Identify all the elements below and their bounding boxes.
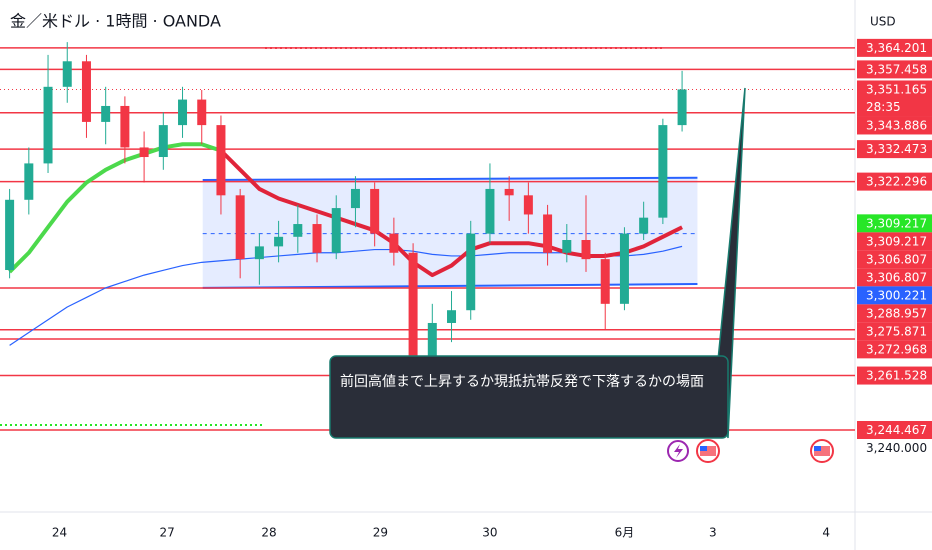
chart-title: 金／米ドル · 1時間 · OANDA [10,12,221,31]
price-label: 3,244.467 [866,423,927,437]
candle-body [600,259,610,304]
candle-body [466,233,476,311]
candle-body [5,199,15,270]
price-label: 3,275.871 [866,324,927,338]
x-tick-label: 3 [709,526,717,540]
candle-body [485,188,495,234]
price-label-box [857,140,932,159]
candle-body [370,188,380,234]
price-label-box [857,340,932,359]
price-label-box [857,286,932,305]
candle-body [24,163,34,200]
candle-body [658,125,668,218]
candle-body [562,240,572,253]
plot-area [0,42,855,431]
candle-body [677,89,687,126]
price-label-box [857,214,932,233]
candle-body [639,217,649,234]
price-label: 3,309.217 [866,216,927,230]
price-label-box [857,80,932,117]
candle-body [350,188,360,209]
price-label: 3,357.458 [866,62,927,76]
candle-body [619,233,629,304]
candle-body [447,310,457,323]
price-label-box [857,250,932,269]
price-label: 3,364.201 [866,41,927,55]
flag-canton [700,446,707,451]
moving-average [8,142,222,274]
x-tick-label: 24 [52,526,67,540]
x-tick-label: 28 [261,526,276,540]
price-label: 3,309.217 [866,234,927,248]
price-label: 3,306.807 [866,270,927,284]
price-label-box [857,420,932,439]
candle-body [178,99,188,126]
price-label-box [857,322,932,341]
annotation-box [329,355,729,439]
price-label-box [857,60,932,79]
price-label: 3,261.528 [866,369,927,383]
x-tick-label: 6月 [615,526,635,540]
candle-body [235,195,245,260]
candle-body [158,125,168,158]
candle-body [254,246,264,260]
candle-body [523,195,533,215]
candle-body [197,99,207,126]
price-label-box [857,304,932,323]
x-tick-label: 27 [160,526,175,540]
price-label-box [857,38,932,57]
candle-body [408,252,418,362]
price-label: 3,343.886 [866,118,927,132]
price-label: 3,300.221 [866,288,927,302]
us-flag-icon[interactable] [696,439,720,463]
price-label: 3,306.807 [866,252,927,266]
x-tick-label: 29 [373,526,388,540]
price-label-box [857,366,932,385]
candle-body [62,61,72,87]
us-flag-icon[interactable] [810,439,834,463]
x-tick-label: 4 [822,526,830,540]
flag-canton [814,446,821,451]
candle-body [139,147,149,158]
price-axis: 3,364.201 3,357.458 3,351.165 28:35 3,343.88… [857,38,932,457]
flag-body [814,446,830,456]
price-label: 3,351.165 [866,82,927,96]
candle-body [331,208,341,253]
candle-body [101,105,111,122]
price-label-box [857,116,932,135]
price-label-box [857,232,932,251]
x-tick-label: 30 [482,526,497,540]
price-label: 3,240.000 [866,441,927,455]
channel-bottom [202,283,698,289]
price-label: 3,332.473 [866,142,927,156]
currency: USD [870,15,896,29]
candle-body [581,240,591,260]
event-icon-glyph [674,444,683,458]
price-label-box [857,438,932,457]
price-label: 3,322.296 [866,175,927,189]
flag-body [700,446,716,456]
countdown: 28:35 [866,100,901,114]
price-label: 3,288.957 [866,306,927,320]
candle-body [543,214,553,253]
candle-body [43,86,53,164]
price-label-box [857,268,932,287]
channel-fill [202,177,698,288]
channel-top [202,176,698,181]
candle-body [293,224,303,237]
price-label: 3,272.968 [866,342,927,356]
candle-body [216,125,226,196]
candle-body [504,188,514,196]
candle-body [427,322,437,362]
candle-body [312,224,322,253]
candle-body [389,233,399,253]
candle-body [120,105,130,148]
candle-body [274,236,284,247]
candle-body [81,61,91,122]
annotation-text: 前回高値まで上昇するか現抵抗帯反発で下落するかの場面 [340,373,704,390]
price-label-box [857,172,932,191]
